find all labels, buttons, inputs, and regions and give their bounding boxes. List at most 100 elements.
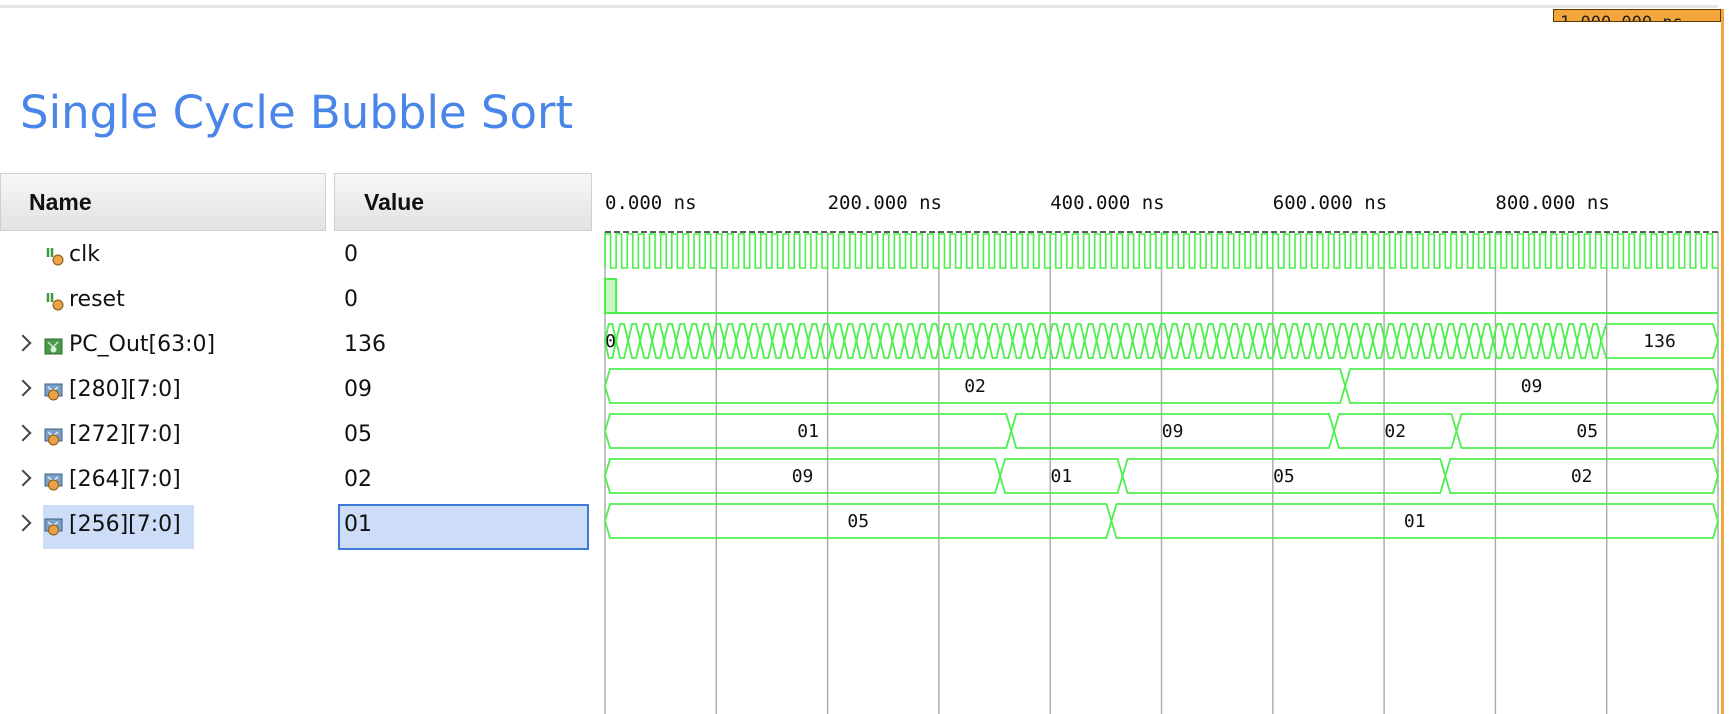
memory-signal-icon bbox=[44, 518, 63, 536]
bus-segment bbox=[1110, 503, 1719, 539]
bus-value-label: 136 bbox=[1643, 331, 1676, 352]
bus-segment bbox=[1023, 323, 1038, 359]
bus-value-label: 02 bbox=[964, 376, 986, 397]
bus-segment bbox=[879, 323, 894, 359]
signal-row-mem-280[interactable]: [280][7:0] 09 bbox=[0, 370, 600, 414]
bus-value-label: 09 bbox=[1521, 376, 1543, 397]
bus-segment bbox=[975, 323, 990, 359]
bus-segment bbox=[831, 323, 846, 359]
bus-segment bbox=[1215, 323, 1230, 359]
chevron-right-icon[interactable] bbox=[14, 469, 32, 487]
signal-row-pc-out[interactable]: PC_Out[63:0] 136 bbox=[0, 325, 600, 369]
bus-segment bbox=[1420, 323, 1434, 359]
value-column-header[interactable]: Value bbox=[334, 173, 592, 231]
waveform-panel[interactable]: 0.000 ns 200.000 ns 400.000 ns 600.000 ns 80… bbox=[600, 188, 1722, 714]
bus-value-label: 01 bbox=[1050, 466, 1072, 487]
bus-segment bbox=[1528, 323, 1542, 359]
bus-segment bbox=[1251, 323, 1266, 359]
chevron-right-icon[interactable] bbox=[14, 424, 32, 442]
bus-segment bbox=[891, 323, 906, 359]
bus-value-label: 09 bbox=[792, 466, 814, 487]
bus-value-label: 0 bbox=[605, 331, 616, 352]
waveform-6: 05 01 bbox=[604, 503, 1719, 539]
bus-segment bbox=[735, 323, 750, 359]
signal-name: [272][7:0] bbox=[69, 422, 181, 447]
bus-segment bbox=[843, 323, 858, 359]
bus-segment bbox=[1155, 323, 1170, 359]
bus-segment bbox=[1576, 323, 1591, 359]
bus-segment bbox=[1035, 323, 1050, 359]
bus-segment bbox=[1540, 323, 1555, 359]
signal-value: 02 bbox=[344, 467, 372, 492]
bus-segment bbox=[1311, 323, 1326, 359]
tick-label: 800.000 ns bbox=[1495, 192, 1609, 214]
bus-segment bbox=[1203, 323, 1218, 359]
bus-segment bbox=[1263, 323, 1278, 359]
bus-segment bbox=[939, 323, 954, 359]
bus-segment bbox=[1371, 323, 1386, 359]
chevron-right-icon[interactable] bbox=[14, 514, 32, 532]
bus-segment bbox=[1444, 458, 1719, 494]
value-edit-field[interactable] bbox=[338, 504, 589, 550]
clock-wave bbox=[604, 233, 1718, 269]
bus-segment bbox=[1167, 323, 1182, 359]
signal-row-clk[interactable]: clk 0 bbox=[0, 235, 600, 279]
signal-name: [256][7:0] bbox=[69, 512, 181, 537]
bus-signal-icon bbox=[44, 338, 63, 355]
bus-segment bbox=[1227, 323, 1242, 359]
bus-value-label: 02 bbox=[1384, 421, 1406, 442]
bus-segment bbox=[1359, 323, 1374, 359]
bus-segment bbox=[807, 323, 822, 359]
bus-segment bbox=[1480, 323, 1494, 359]
signal-value: 01 bbox=[344, 512, 372, 537]
bus-segment bbox=[711, 323, 726, 359]
chevron-right-icon[interactable] bbox=[14, 334, 32, 352]
bus-segment bbox=[1095, 323, 1110, 359]
signal-waveforms[interactable]: 0 136 02 09 01 09 02 05 09 01 05 02 05 01 bbox=[604, 233, 1719, 539]
time-cursor-line[interactable] bbox=[1721, 9, 1724, 714]
bus-segment bbox=[987, 323, 1002, 359]
tick-label: 200.000 ns bbox=[828, 192, 942, 214]
signal-name: PC_Out[63:0] bbox=[69, 332, 216, 357]
bus-segment bbox=[1588, 323, 1603, 359]
waveform-4: 01 09 02 05 bbox=[604, 413, 1719, 449]
bus-segment bbox=[819, 323, 834, 359]
bus-segment bbox=[1432, 323, 1446, 359]
tick-label: 600.000 ns bbox=[1273, 192, 1387, 214]
bus-segment bbox=[963, 323, 978, 359]
bus-segment bbox=[1107, 323, 1122, 359]
tick-label: 400.000 ns bbox=[1050, 192, 1164, 214]
signal-row-mem-256[interactable]: [256][7:0] 01 bbox=[0, 504, 600, 550]
signal-row-mem-272[interactable]: [272][7:0] 05 bbox=[0, 415, 600, 459]
signal-row-reset[interactable]: reset 0 bbox=[0, 280, 600, 324]
bus-segment bbox=[1287, 323, 1302, 359]
bus-value-label: 01 bbox=[1404, 511, 1426, 532]
bus-segment bbox=[759, 323, 774, 359]
bus-segment bbox=[1347, 323, 1362, 359]
memory-signal-icon bbox=[44, 428, 63, 446]
bus-segment bbox=[651, 323, 666, 359]
bus-segment bbox=[1191, 323, 1206, 359]
waveform-1 bbox=[604, 278, 1718, 314]
name-column-header[interactable]: Name bbox=[0, 173, 326, 231]
bus-segment bbox=[1299, 323, 1314, 359]
bus-segment bbox=[627, 323, 642, 359]
chevron-right-icon[interactable] bbox=[14, 379, 32, 397]
memory-signal-icon bbox=[44, 383, 63, 401]
bus-value-label: 05 bbox=[1273, 466, 1295, 487]
signal-row-mem-264[interactable]: [264][7:0] 02 bbox=[0, 460, 600, 504]
waveform-2: 0 136 bbox=[604, 323, 1719, 359]
time-cursor-label[interactable]: 1,000.000 ns bbox=[1553, 9, 1721, 22]
bus-segment bbox=[1504, 323, 1518, 359]
bus-segment bbox=[915, 323, 930, 359]
bus-segment bbox=[639, 323, 654, 359]
bus-segment bbox=[699, 323, 714, 359]
bus-segment bbox=[771, 323, 786, 359]
bus-segment bbox=[867, 323, 882, 359]
time-ruler[interactable]: 0.000 ns 200.000 ns 400.000 ns 600.000 ns 80… bbox=[605, 192, 1718, 233]
signal-name: [280][7:0] bbox=[69, 377, 181, 402]
bus-segment bbox=[1275, 323, 1290, 359]
bus-segment bbox=[1071, 323, 1086, 359]
bus-value-label: 02 bbox=[1571, 466, 1593, 487]
bit-signal-icon bbox=[46, 248, 64, 266]
